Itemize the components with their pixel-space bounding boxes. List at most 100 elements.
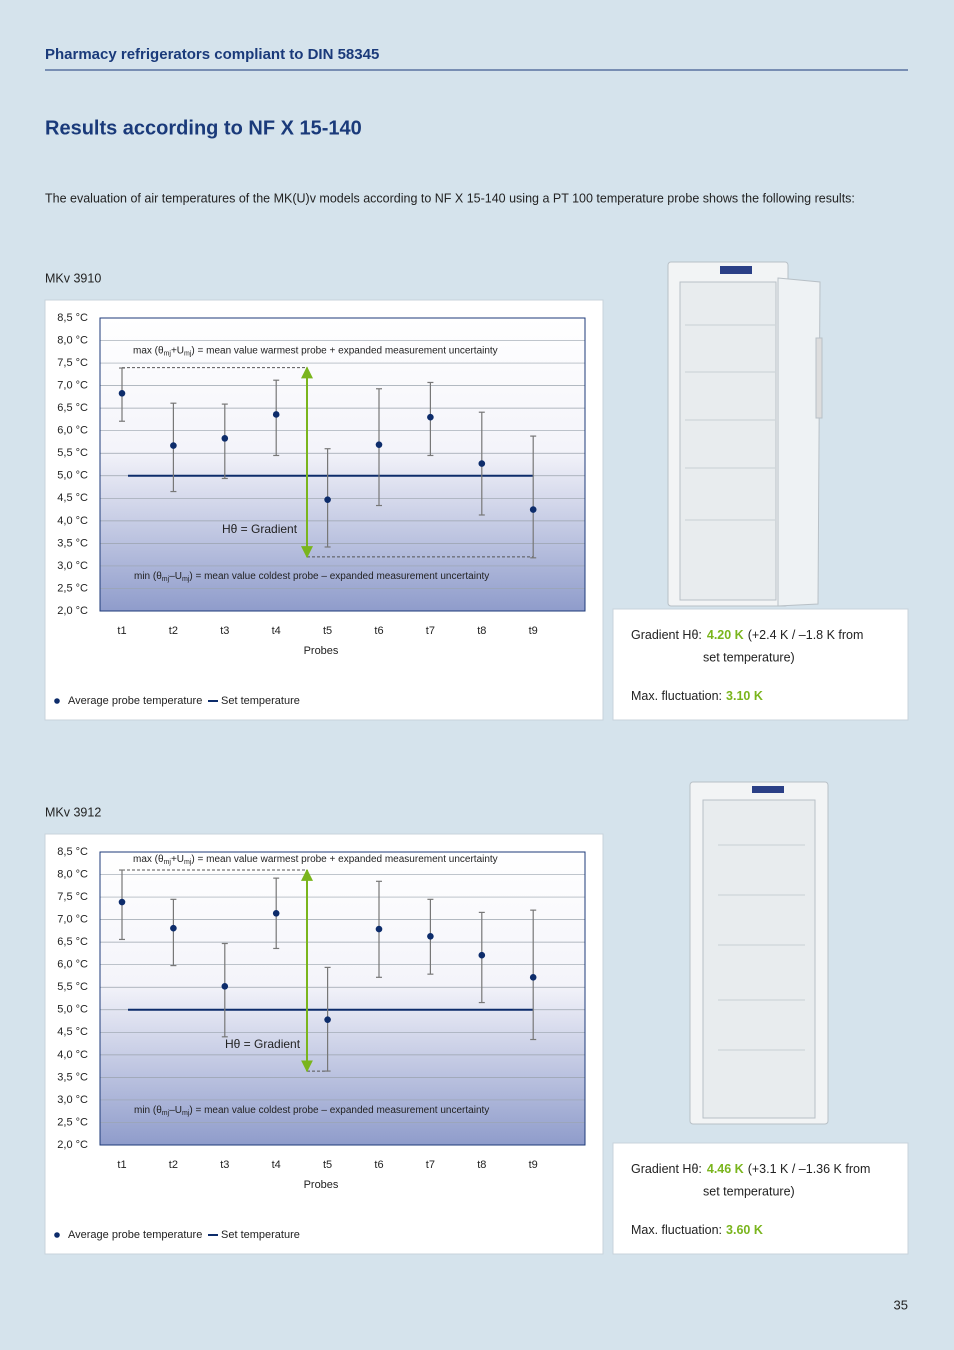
- point: [272, 910, 280, 917]
- legend-marker: [54, 698, 60, 704]
- annotation-part: min (θ: [134, 1105, 162, 1116]
- intro: The evaluation of air temperatures of th…: [45, 191, 855, 205]
- y-tick-label: 8,5 °C: [57, 846, 88, 858]
- gradient-note: (+2.4 K / –1.8 K from: [748, 628, 864, 642]
- y-tick-label: 6,5 °C: [57, 936, 88, 948]
- y-tick-label: 6,0 °C: [57, 959, 88, 971]
- point: [170, 924, 177, 932]
- y-tick-label: 4,5 °C: [57, 1026, 88, 1038]
- y-tick-label: 3,5 °C: [57, 1071, 88, 1083]
- chart-title: MKv 3910: [45, 271, 101, 285]
- annotation-part: mj: [182, 576, 190, 583]
- y-tick-label: 2,0 °C: [57, 1139, 88, 1151]
- plot-border: [99, 851, 586, 1146]
- x-tick-label: t1: [117, 625, 126, 637]
- annotation-part: mj: [184, 859, 192, 866]
- point: [478, 951, 486, 959]
- gradient-value: 4.46 K: [707, 1162, 744, 1176]
- fluctuation-label: Max. fluctuation:: [631, 689, 722, 703]
- y-tick-label: 5,5 °C: [57, 981, 88, 993]
- header-title: Pharmacy refrigerators compliant to DIN …: [45, 46, 379, 63]
- x-tick-label: t4: [272, 1159, 281, 1171]
- y-tick-label: 5,0 °C: [57, 470, 88, 482]
- fluctuation-value: 3.10 K: [726, 689, 763, 703]
- legend-label: Average probe temperature: [68, 1229, 202, 1241]
- point: [118, 898, 126, 906]
- gradient-note: (+3.1 K / –1.36 K from: [748, 1162, 871, 1176]
- y-tick-label: 7,5 °C: [57, 357, 88, 369]
- x-tick-label: t9: [529, 1159, 538, 1171]
- annotation-part: ) = mean value warmest probe + expanded …: [191, 345, 497, 356]
- heading: Results according to NF X 15-140: [45, 117, 362, 139]
- x-tick-label: t2: [169, 625, 178, 637]
- annotation-part: min (θ: [134, 571, 162, 582]
- point: [221, 983, 229, 990]
- y-tick-label: 4,0 °C: [57, 1049, 88, 1061]
- gradient-label: Gradient Hθ:: [631, 628, 702, 642]
- point: [324, 1016, 331, 1023]
- annotation-part: mj: [182, 1110, 190, 1117]
- page-number: 35: [894, 1297, 908, 1312]
- annotation-part: –U: [169, 571, 182, 582]
- y-tick-label: 7,0 °C: [57, 380, 88, 392]
- annotation-part: mj: [162, 1110, 170, 1117]
- y-tick-label: 6,0 °C: [57, 425, 88, 437]
- gradient-line: Gradient Hθ: 4.46 K (+3.1 K / –1.36 K from: [631, 1162, 870, 1176]
- point: [221, 435, 229, 442]
- annotation-part: mj: [164, 859, 172, 866]
- y-tick-label: 8,5 °C: [57, 312, 88, 324]
- y-tick-label: 3,0 °C: [57, 1094, 88, 1106]
- annotation-part: mj: [162, 576, 170, 583]
- y-tick-label: 6,5 °C: [57, 402, 88, 414]
- point: [375, 441, 383, 448]
- x-tick-label: t7: [426, 1159, 435, 1171]
- y-tick-label: 3,0 °C: [57, 560, 88, 572]
- x-tick-label: t3: [220, 625, 229, 637]
- annotation-part: ) = mean value coldest probe – expanded …: [189, 1105, 489, 1116]
- annotation: max (θmj+Umj) = mean value warmest probe…: [133, 345, 498, 357]
- legend-marker: [54, 1232, 60, 1238]
- annotation: min (θmj–Umj) = mean value coldest probe…: [134, 1105, 489, 1117]
- y-tick-label: 4,0 °C: [57, 515, 88, 527]
- point: [375, 925, 383, 933]
- x-axis-label: Probes: [304, 1179, 339, 1191]
- gradient-note: set temperature): [703, 650, 795, 664]
- annotation-part: ) = mean value coldest probe – expanded …: [189, 571, 489, 582]
- error-bar: [273, 379, 280, 457]
- annotation-part: max (θ: [133, 345, 164, 356]
- annotation: max (θmj+Umj) = mean value warmest probe…: [133, 854, 498, 866]
- annotation-part: +U: [171, 854, 184, 865]
- point: [272, 411, 280, 418]
- gradient-line: Gradient Hθ: 4.20 K (+2.4 K / –1.8 K from: [631, 628, 863, 642]
- x-tick-label: t9: [529, 625, 538, 637]
- x-tick-label: t3: [220, 1159, 229, 1171]
- y-tick-label: 5,5 °C: [57, 447, 88, 459]
- fluctuation-value: 3.60 K: [726, 1223, 763, 1237]
- x-axis-label: Probes: [304, 645, 339, 657]
- fluctuation-label: Max. fluctuation:: [631, 1223, 722, 1237]
- error-bar: [170, 898, 177, 967]
- x-tick-label: t5: [323, 625, 332, 637]
- gradient-label: Gradient Hθ:: [631, 1162, 702, 1176]
- info-panel: [612, 608, 909, 721]
- annotation-part: –U: [169, 1105, 182, 1116]
- annotation-part: +U: [171, 345, 184, 356]
- legend-label: Set temperature: [221, 695, 300, 707]
- y-tick-label: 8,0 °C: [57, 334, 88, 346]
- gradient-value: 4.20 K: [707, 628, 744, 642]
- error-bar: [221, 942, 228, 1038]
- y-tick-label: 2,5 °C: [57, 582, 88, 594]
- gradient-label: Hθ = Gradient: [225, 1037, 301, 1051]
- x-tick-label: t6: [374, 625, 383, 637]
- plot-area: [100, 318, 585, 611]
- gradient-label: Hθ = Gradient: [222, 522, 298, 536]
- y-tick-label: 8,0 °C: [57, 868, 88, 880]
- error-bar: [530, 435, 537, 559]
- x-tick-label: t4: [272, 625, 281, 637]
- annotation: min (θmj–Umj) = mean value coldest probe…: [134, 571, 489, 583]
- point: [324, 496, 331, 503]
- annotation-part: ) = mean value warmest probe + expanded …: [191, 854, 497, 865]
- annotation-part: mj: [164, 350, 172, 357]
- x-tick-label: t1: [117, 1159, 126, 1171]
- y-tick-label: 3,5 °C: [57, 537, 88, 549]
